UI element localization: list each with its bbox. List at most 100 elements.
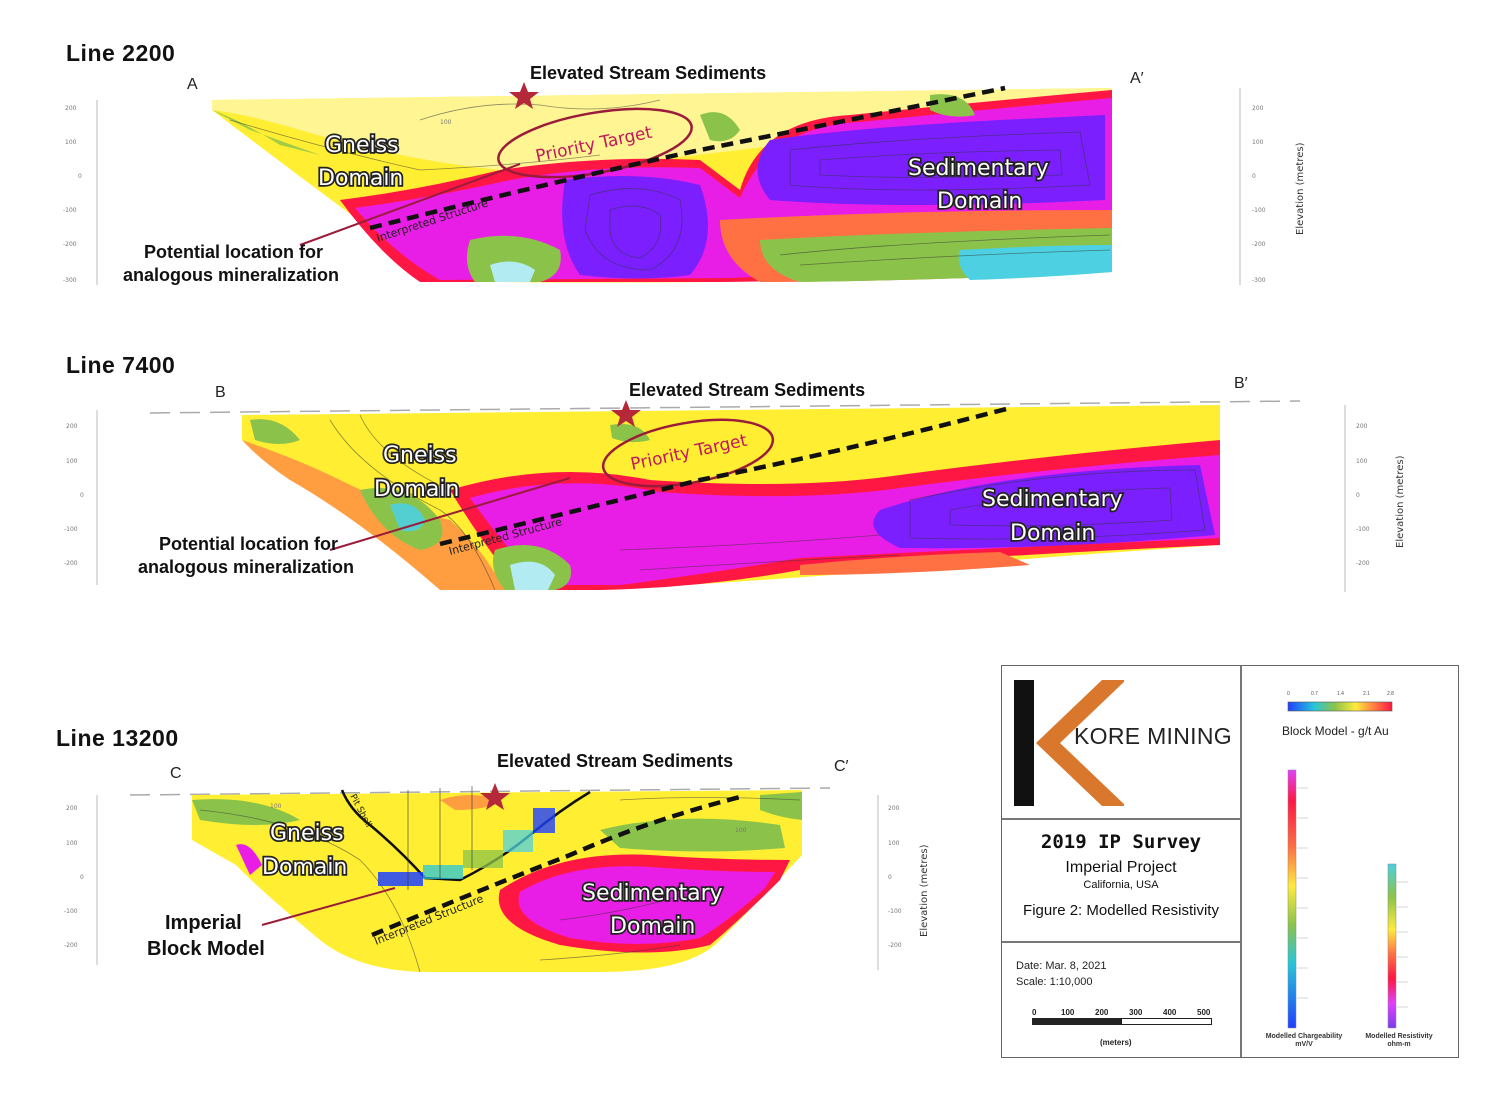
axis-tick: -200 — [888, 942, 902, 949]
figure-date: Date: Mar. 8, 2021 — [1016, 960, 1107, 972]
stream-sediment-label: Elevated Stream Sediments — [629, 380, 865, 400]
axis-tick: -200 — [64, 942, 78, 949]
axis-tick: -200 — [1252, 241, 1266, 248]
axis-tick: -300 — [1252, 277, 1266, 284]
section-body: 100 — [212, 88, 1112, 283]
resistivity-section-line-13200: 200 100 0 -100 -200 100 100 — [64, 751, 930, 973]
section-end-label: B′ — [1234, 375, 1248, 392]
axis-tick: -100 — [64, 526, 78, 533]
section-body — [242, 405, 1220, 591]
gneiss-domain-label: Domain — [374, 477, 459, 502]
stream-sediment-star-icon — [611, 400, 641, 427]
kore-mining-logo-icon — [1014, 680, 1124, 806]
colorbar-tick: 0.7 — [1311, 691, 1318, 697]
section-start-label: C — [170, 765, 182, 782]
section-start-label: B — [215, 384, 226, 401]
stream-sediment-star-icon — [509, 82, 539, 109]
section-end-label: C′ — [834, 758, 849, 775]
chargeability-colorbar — [1287, 769, 1308, 1029]
chargeability-title: Modelled Chargeability — [1265, 1033, 1343, 1040]
interpreted-structure-line — [439, 405, 1011, 547]
right-elevation-axis: 200 100 0 -100 -200 -300 Elevation (metr… — [1239, 88, 1306, 285]
scale-tick: 500 — [1197, 1008, 1211, 1017]
interpreted-structure-line — [371, 794, 741, 938]
resistivity-unit: ohm-m — [1387, 1041, 1411, 1048]
potential-location-label: analogous mineralization — [123, 265, 339, 285]
block-model-label: Imperial — [165, 912, 242, 934]
gneiss-domain-label: Domain — [318, 166, 403, 191]
axis-tick: -100 — [888, 908, 902, 915]
axis-tick: 100 — [65, 139, 77, 146]
axis-tick: -200 — [1356, 560, 1370, 567]
axis-tick: -100 — [63, 207, 77, 214]
axis-tick: 100 — [66, 458, 78, 465]
stream-sediment-star-icon — [480, 783, 510, 810]
scale-tick: 300 — [1129, 1008, 1143, 1017]
legend-divider — [1240, 666, 1242, 1057]
axis-tick: 0 — [1252, 173, 1256, 180]
axis-tick: -100 — [1356, 526, 1370, 533]
elevation-axis-label: Elevation (metres) — [1395, 455, 1406, 548]
stream-sediment-label: Elevated Stream Sediments — [530, 63, 766, 83]
potential-location-label: Potential location for — [144, 242, 323, 262]
stream-sediment-label: Elevated Stream Sediments — [497, 751, 733, 771]
left-elevation-axis: 200 100 0 -100 -200 — [64, 410, 98, 585]
axis-tick: 100 — [1356, 458, 1368, 465]
axis-tick: -100 — [1252, 207, 1266, 214]
elevation-axis-label: Elevation (metres) — [919, 844, 930, 937]
company-name: KORE MINING — [1074, 723, 1232, 749]
axis-tick: 0 — [888, 874, 892, 881]
survey-title: 2019 IP Survey — [1040, 831, 1202, 853]
topography-line — [149, 400, 1301, 414]
axis-tick: 200 — [1252, 105, 1264, 112]
legend-divider — [1002, 818, 1240, 820]
sedimentary-domain-label: Sedimentary — [982, 487, 1123, 512]
scale-tick: 200 — [1095, 1008, 1109, 1017]
section-body: 100 100 — [192, 786, 802, 973]
axis-tick: 0 — [78, 173, 82, 180]
potential-pointer-line — [329, 477, 571, 551]
potential-location-label: Potential location for — [159, 534, 338, 554]
resistivity-section-line-7400: 200 100 0 -100 -200 200 100 0 -100 — [64, 380, 1406, 592]
axis-tick: -100 — [64, 908, 78, 915]
gneiss-domain-label: Gneiss — [383, 443, 457, 468]
section-end-label: A′ — [1130, 70, 1144, 87]
block-model-cells — [378, 808, 555, 886]
section-start-label: A — [187, 76, 198, 93]
figure-scale: Scale: 1:10,000 — [1016, 976, 1093, 988]
block-model-pointer-line — [261, 887, 396, 926]
resistivity-section-line-2200: 200 100 0 -100 -200 -300 1 — [63, 63, 1306, 285]
gneiss-domain-label: Domain — [262, 855, 347, 880]
sedimentary-domain-label: Sedimentary — [582, 881, 723, 906]
resistivity-legend-label: Modelled Resistivity ohm-m — [1354, 1033, 1444, 1049]
interpreted-structure-line — [369, 85, 1006, 231]
legend-box: KORE MINING 2019 IP Survey Imperial Proj… — [1001, 665, 1459, 1058]
axis-tick: 100 — [888, 840, 900, 847]
axis-tick: 100 — [66, 840, 78, 847]
section-title: Line 2200 — [66, 40, 176, 66]
left-elevation-axis: 200 100 0 -100 -200 — [64, 795, 98, 965]
sedimentary-domain-label: Domain — [1010, 521, 1095, 546]
axis-tick: 0 — [80, 492, 84, 499]
scale-tick: 0 — [1032, 1008, 1037, 1017]
project-name: Imperial Project — [1065, 859, 1177, 876]
contour-label: 100 — [735, 827, 747, 834]
axis-tick: -300 — [63, 277, 77, 284]
axis-tick: 100 — [1252, 139, 1264, 146]
colorbar-tick: 1.4 — [1337, 691, 1344, 697]
contour-label: 100 — [440, 119, 452, 126]
axis-tick: 200 — [66, 423, 78, 430]
sedimentary-domain-label: Sedimentary — [908, 156, 1049, 181]
axis-tick: 0 — [1356, 492, 1360, 499]
project-location: California, USA — [1083, 879, 1159, 891]
sedimentary-domain-label: Domain — [610, 914, 695, 939]
right-elevation-axis: 200 100 0 -100 -200 Elevation (metres) — [1344, 405, 1406, 592]
gneiss-domain-label: Gneiss — [270, 821, 344, 846]
block-model-colorbar — [1287, 701, 1393, 712]
left-elevation-axis: 200 100 0 -100 -200 -300 — [63, 100, 98, 285]
block-model-label: Block Model — [147, 938, 265, 960]
axis-tick: 200 — [66, 805, 78, 812]
resistivity-title: Modelled Resistivity — [1365, 1033, 1433, 1040]
topography-line — [129, 787, 831, 796]
potential-pointer-line — [299, 163, 521, 246]
